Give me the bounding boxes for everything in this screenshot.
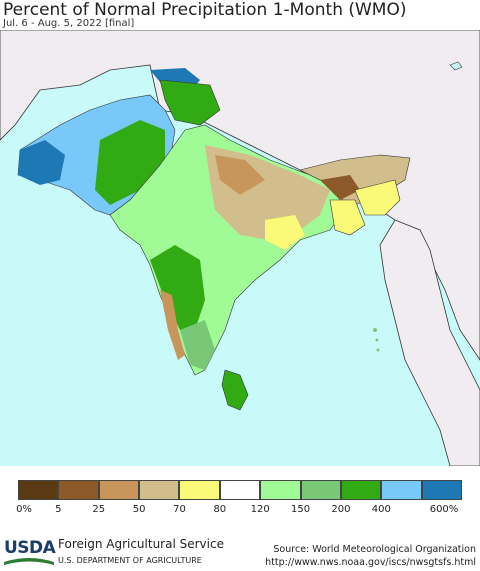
legend-label: 200 xyxy=(331,504,351,515)
legend-label: 600% xyxy=(429,504,459,515)
region-kashmir xyxy=(159,79,221,126)
page-title: Percent of Normal Precipitation 1-Month … xyxy=(3,0,407,20)
lake xyxy=(449,61,463,71)
region-sri-lanka xyxy=(221,369,249,411)
legend-swatch xyxy=(139,480,180,500)
legend-label: 80 xyxy=(213,504,227,515)
legend-label: 70 xyxy=(173,504,186,515)
andaman-islands xyxy=(373,328,377,332)
legend-swatch xyxy=(381,480,422,500)
legend-swatch xyxy=(58,480,99,500)
region-western-ghats xyxy=(160,290,185,360)
region-pakistan-dark xyxy=(18,140,65,185)
usda-branding: USDA Foreign Agricultural Service U.S. D… xyxy=(2,536,232,570)
legend-swatch xyxy=(340,480,382,500)
legend-swatch xyxy=(219,480,261,500)
region-india-yellow xyxy=(265,215,305,250)
map-svg xyxy=(0,30,480,466)
legend-bar xyxy=(18,480,462,502)
legend-label: 50 xyxy=(132,504,146,515)
legend-swatch xyxy=(179,480,220,500)
legend-label: 150 xyxy=(290,504,311,515)
legend-swatch xyxy=(98,480,140,500)
legend-swatch xyxy=(421,480,462,500)
date-range-subtitle: Jul. 6 - Aug. 5, 2022 [final] xyxy=(3,18,135,29)
region-pakistan-green xyxy=(95,120,165,205)
legend-label: 400 xyxy=(371,504,391,515)
department-name: U.S. DEPARTMENT OF AGRICULTURE xyxy=(58,556,202,565)
legend-label: 25 xyxy=(92,504,106,515)
region-india-south-green xyxy=(180,320,215,370)
source-url: http://www.nws.noaa.gov/iscs/nwsgtsfs.ht… xyxy=(265,557,476,568)
legend-label: 120 xyxy=(250,504,270,515)
region-northeast-dark xyxy=(320,175,360,200)
legend-swatch xyxy=(300,480,341,500)
region-india-green xyxy=(150,245,205,330)
usda-logo: USDA xyxy=(4,538,56,558)
legend-swatch xyxy=(260,480,301,500)
precipitation-map xyxy=(0,30,480,466)
region-myanmar-north xyxy=(354,179,401,216)
region-bangladesh xyxy=(329,199,366,236)
surrounding-land xyxy=(0,30,480,361)
legend-swatch xyxy=(18,480,59,500)
source-credit: Source: World Meteorological Organizatio… xyxy=(273,544,476,555)
region-india-dry-dark xyxy=(215,155,265,195)
legend-label: 0% xyxy=(16,504,32,515)
usda-swoosh-icon xyxy=(4,558,54,565)
southeast-asia-land xyxy=(379,219,480,466)
legend-label: 5 xyxy=(55,504,62,515)
agency-name: Foreign Agricultural Service xyxy=(58,537,224,551)
